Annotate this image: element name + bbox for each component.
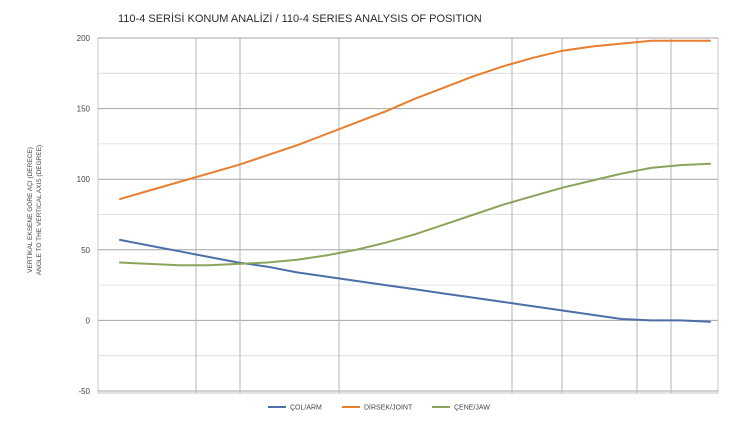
y-tick-label: -50: [78, 387, 90, 396]
legend-label-2: DİRSEK/JOINT: [364, 403, 413, 412]
y-tick-label: 200: [77, 34, 91, 43]
series-lines: [119, 39, 711, 323]
plot-frame: [97, 37, 719, 394]
y-axis-label-line-2: ANGLE TO THE VERTICAL AXIS (DEGREE): [36, 145, 43, 275]
y-axis-label-line-1: VERTİKAL EKSENE GÖRE AÇI (DERECE): [25, 147, 34, 273]
y-tick-label: 0: [86, 316, 91, 325]
series-line-2: [119, 39, 711, 200]
series-line-1: [119, 238, 711, 323]
y-axis: -50 0 50 100 150 200: [77, 34, 91, 396]
chart-title: 110-4 SERİSİ KONUM ANALİZİ / 110-4 SERIE…: [118, 12, 482, 25]
y-tick-label: 50: [81, 246, 90, 255]
legend-label-3: ÇENE/JAW: [454, 405, 490, 412]
y-tick-label: 100: [77, 175, 91, 184]
grid-lines: [97, 37, 719, 394]
series-line-3: [119, 162, 711, 267]
y-axis-label: VERTİKAL EKSENE GÖRE AÇI (DERECE) ANGLE …: [25, 145, 43, 275]
legend: ÇOL/ARM DİRSEK/JOINT ÇENE/JAW: [268, 403, 490, 412]
legend-label-1: ÇOL/ARM: [290, 405, 322, 412]
y-tick-label: 150: [77, 105, 91, 114]
